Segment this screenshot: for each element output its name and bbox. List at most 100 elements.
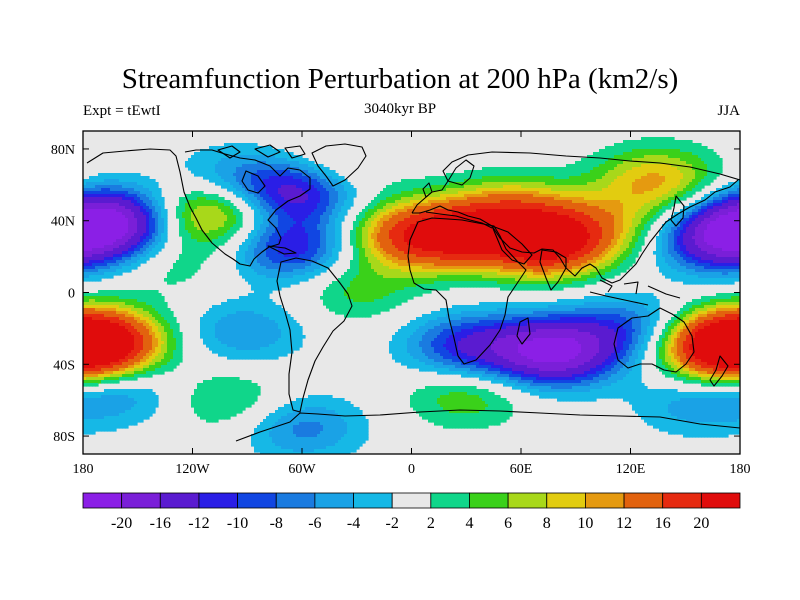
field-cell bbox=[206, 167, 210, 171]
field-cell bbox=[116, 179, 120, 183]
field-cell bbox=[179, 272, 183, 276]
field-cell bbox=[203, 218, 207, 222]
field-cell bbox=[236, 251, 240, 255]
field-cell bbox=[161, 203, 165, 207]
field-cell bbox=[155, 296, 159, 300]
field-cell bbox=[113, 359, 117, 363]
field-cell bbox=[146, 248, 150, 252]
field-cell bbox=[107, 236, 111, 240]
field-cell bbox=[239, 257, 243, 261]
field-cell bbox=[206, 332, 210, 336]
field-cell bbox=[167, 347, 171, 351]
field-cell bbox=[113, 239, 117, 243]
field-cell bbox=[125, 191, 129, 195]
field-cell bbox=[158, 221, 162, 225]
field-cell bbox=[164, 212, 168, 216]
field-cell bbox=[92, 341, 96, 345]
field-cell bbox=[86, 296, 90, 300]
field-cell bbox=[146, 353, 150, 357]
field-cell bbox=[221, 212, 225, 216]
field-cell bbox=[89, 353, 93, 357]
field-cell bbox=[209, 158, 213, 162]
field-cell bbox=[182, 239, 186, 243]
field-cell bbox=[224, 350, 228, 354]
field-cell bbox=[92, 359, 96, 363]
field-cell bbox=[128, 401, 132, 405]
field-cell bbox=[134, 209, 138, 213]
field-cell bbox=[155, 209, 159, 213]
field-cell bbox=[128, 209, 132, 213]
field-cell bbox=[131, 314, 135, 318]
field-cell bbox=[230, 377, 234, 381]
field-cell bbox=[197, 224, 201, 228]
field-cell bbox=[200, 239, 204, 243]
field-cell bbox=[107, 320, 111, 324]
field-cell bbox=[236, 167, 240, 171]
field-cell bbox=[140, 413, 144, 417]
field-cell bbox=[218, 161, 222, 165]
field-cell bbox=[197, 152, 201, 156]
field-cell bbox=[221, 230, 225, 234]
field-cell bbox=[209, 149, 213, 153]
field-cell bbox=[92, 371, 96, 375]
field-cell bbox=[122, 248, 126, 252]
field-cell bbox=[110, 389, 114, 393]
field-cell bbox=[152, 191, 156, 195]
field-cell bbox=[236, 173, 240, 177]
field-cell bbox=[194, 266, 198, 270]
field-cell bbox=[242, 164, 246, 168]
field-cell bbox=[86, 395, 90, 399]
field-cell bbox=[218, 338, 222, 342]
field-cell bbox=[155, 398, 159, 402]
field-cell bbox=[218, 236, 222, 240]
field-cell bbox=[116, 188, 120, 192]
field-cell bbox=[146, 245, 150, 249]
field-cell bbox=[200, 203, 204, 207]
field-cell bbox=[248, 236, 252, 240]
field-cell bbox=[113, 182, 117, 186]
field-cell bbox=[131, 347, 135, 351]
field-cell bbox=[119, 407, 123, 411]
field-cell bbox=[200, 236, 204, 240]
field-cell bbox=[113, 308, 117, 312]
field-cell bbox=[134, 266, 138, 270]
field-cell bbox=[197, 194, 201, 198]
field-cell bbox=[110, 377, 114, 381]
field-cell bbox=[131, 401, 135, 405]
field-cell bbox=[221, 176, 225, 180]
field-cell bbox=[104, 212, 108, 216]
field-cell bbox=[224, 158, 228, 162]
field-cell bbox=[149, 227, 153, 231]
field-cell bbox=[209, 173, 213, 177]
field-cell bbox=[155, 206, 159, 210]
field-cell bbox=[86, 275, 90, 279]
field-cell bbox=[104, 311, 108, 315]
field-cell bbox=[107, 173, 111, 177]
field-cell bbox=[119, 416, 123, 420]
field-cell bbox=[185, 233, 189, 237]
field-cell bbox=[95, 329, 99, 333]
field-cell bbox=[143, 245, 147, 249]
field-cell bbox=[233, 143, 237, 147]
field-cell bbox=[131, 254, 135, 258]
field-cell bbox=[221, 326, 225, 330]
field-cell bbox=[212, 200, 216, 204]
field-cell bbox=[206, 404, 210, 408]
field-cell bbox=[143, 293, 147, 297]
field-cell bbox=[110, 245, 114, 249]
field-cell bbox=[98, 314, 102, 318]
field-cell bbox=[239, 308, 243, 312]
field-cell bbox=[110, 233, 114, 237]
field-cell bbox=[236, 347, 240, 351]
field-cell bbox=[92, 254, 96, 258]
field-cell bbox=[215, 380, 219, 384]
field-cell bbox=[167, 356, 171, 360]
field-cell bbox=[125, 377, 129, 381]
field-cell bbox=[179, 332, 183, 336]
field-cell bbox=[233, 410, 237, 414]
field-cell bbox=[92, 311, 96, 315]
field-cell bbox=[212, 164, 216, 168]
field-cell bbox=[230, 215, 234, 219]
field-cell bbox=[104, 347, 108, 351]
field-cell bbox=[140, 362, 144, 366]
